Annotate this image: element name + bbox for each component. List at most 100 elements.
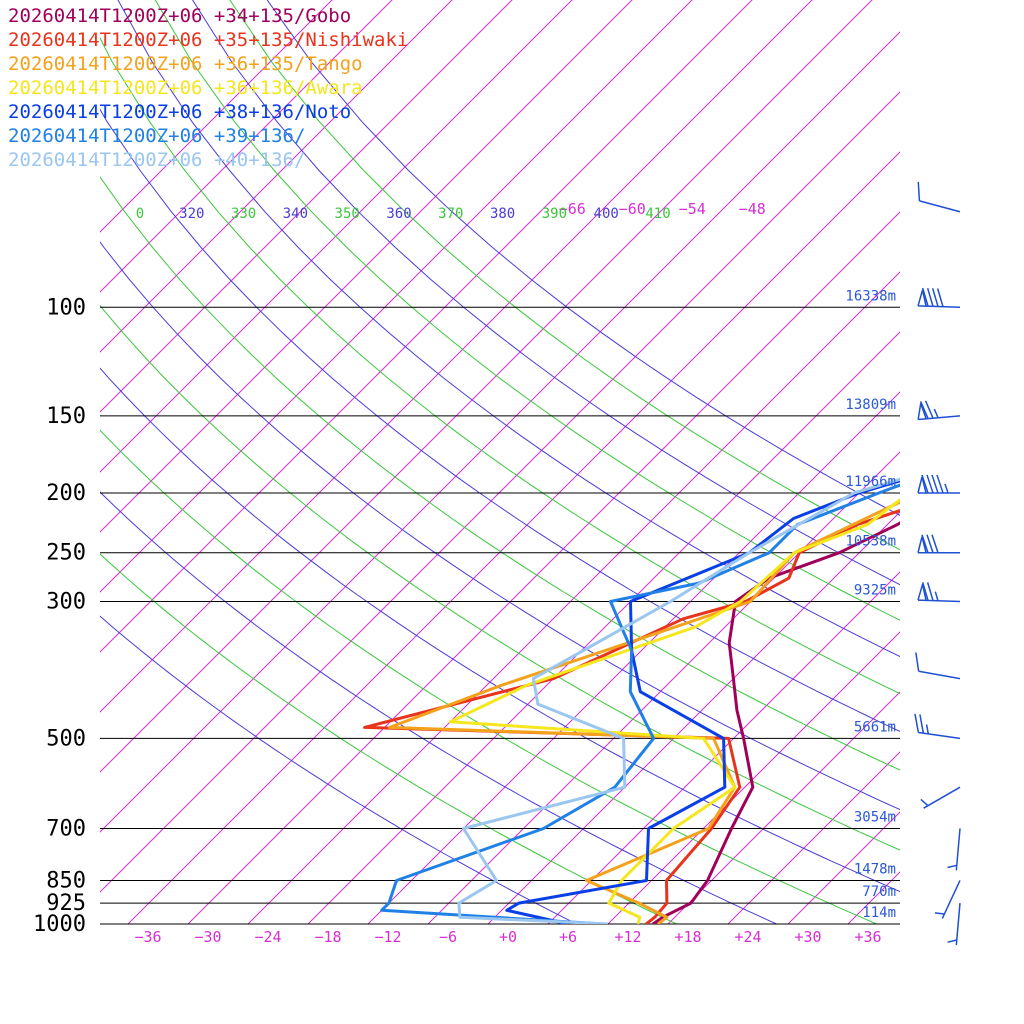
- wind-barb-half: [947, 864, 957, 869]
- legend-entry: 20260414T1200Z+06 +38+136/Noto: [8, 101, 352, 123]
- theta-label: 400: [594, 206, 619, 222]
- isotherm-line: [787, 811, 900, 924]
- isotherm-line: [100, 31, 900, 833]
- wind-barb-staff: [918, 670, 961, 680]
- wind-barb-tick: [936, 288, 944, 307]
- adiabat-line: [100, 615, 578, 924]
- temperature-upper-label: −66: [559, 200, 586, 218]
- wind-barb-flag: [917, 584, 927, 601]
- isotherm-line: [100, 91, 900, 893]
- wind-barb: [934, 880, 961, 919]
- isotherm-line: [307, 331, 900, 924]
- wind-barb-half: [920, 798, 929, 807]
- wind-barb-tick: [926, 287, 934, 307]
- pressure-label: 300: [46, 590, 86, 615]
- wind-barbs: [914, 181, 961, 946]
- temperature-tick-label: −30: [194, 928, 221, 946]
- adiabat-line: [154, 0, 900, 621]
- sounding-line: [363, 509, 900, 924]
- height-label: 11966m: [845, 474, 896, 490]
- axis-labels: 100 16338m 150 13809m 200 11966m 250 10538m 300 9…: [33, 200, 896, 946]
- temperature-tick-label: +12: [614, 928, 641, 946]
- wind-barb: [917, 181, 961, 213]
- isotherm-line: [100, 0, 573, 473]
- wind-barb-staff: [941, 880, 961, 919]
- theta-label: 410: [645, 206, 670, 222]
- sounding-line: [448, 497, 900, 924]
- wind-barb-tick: [931, 474, 939, 494]
- height-label: 5661m: [854, 719, 896, 735]
- temperature-tick-label: −24: [254, 928, 281, 946]
- isotherm-line: [247, 271, 900, 924]
- height-label: 16338m: [845, 288, 896, 304]
- legend-entry: 20260414T1200Z+06 +35+135/Nishiwaki: [8, 29, 409, 51]
- isotherm-line: [427, 451, 900, 924]
- wind-barb-tick: [921, 474, 929, 494]
- isotherm-line: [187, 211, 900, 924]
- wind-barb-flag: [917, 289, 927, 307]
- sounding-line: [457, 477, 900, 924]
- adiabat-line: [266, 0, 900, 516]
- wind-barb-tick: [917, 181, 921, 201]
- temperature-tick-label: +0: [499, 928, 517, 946]
- temperature-upper-label: −60: [619, 200, 646, 218]
- wind-barb-tick: [921, 534, 929, 553]
- temperature-tick-label: +24: [734, 928, 761, 946]
- theta-label: 380: [490, 206, 515, 222]
- height-label: 770m: [862, 884, 896, 900]
- theta-label: 350: [335, 206, 360, 222]
- wind-barb-tick: [915, 652, 920, 672]
- isotherm-line: [100, 0, 813, 713]
- chart-legend: 20260414T1200Z+06 +34+135/Gobo 20260414T1…: [8, 4, 408, 172]
- wind-barb-tick: [924, 400, 934, 419]
- sounding-line: [388, 500, 900, 924]
- wind-barb-tick: [919, 400, 929, 419]
- wind-barb: [917, 582, 961, 603]
- legend-entry: 20260414T1200Z+06 +36+136/Awara: [8, 77, 363, 99]
- temperature-tick-label: +30: [794, 928, 821, 946]
- wind-barb-tick: [926, 582, 934, 601]
- pressure-label: 1000: [33, 912, 86, 937]
- pressure-label: 925: [46, 891, 86, 916]
- isotherm-line: [100, 0, 393, 293]
- wind-barb: [914, 713, 961, 740]
- legend-entry: 20260414T1200Z+06 +34+135/Gobo: [8, 5, 352, 27]
- wind-barb-half: [925, 724, 930, 735]
- temperature-tick-label: −18: [314, 928, 341, 946]
- adiabat-line: [192, 0, 900, 586]
- height-label: 13809m: [845, 397, 896, 413]
- wind-barb-tick: [921, 287, 929, 307]
- adiabat-line: [117, 0, 900, 658]
- isotherm-line: [100, 0, 453, 353]
- adiabat-line: [100, 108, 900, 732]
- theta-label: 320: [179, 206, 204, 222]
- wind-barb: [947, 828, 961, 871]
- wind-barb-half: [947, 939, 957, 943]
- isotherm-line: [100, 0, 753, 653]
- wind-barb-tick: [921, 582, 929, 601]
- adiabat-line: [100, 429, 878, 924]
- isotherm-line: [100, 0, 513, 413]
- adiabat-line: [100, 176, 900, 771]
- sounding-line: [380, 483, 900, 924]
- isotherm-line: [667, 691, 900, 924]
- theta-label: 330: [231, 206, 256, 222]
- wind-barb-half: [934, 591, 939, 601]
- theta-label: 0: [136, 206, 144, 222]
- adiabat-line: [100, 304, 900, 851]
- legend-entry: 20260414T1200Z+06 +36+135/Tango: [8, 53, 363, 75]
- wind-barb: [917, 287, 961, 309]
- wind-barb-staff: [918, 415, 961, 421]
- wind-barb: [947, 903, 961, 946]
- isotherm-line: [100, 0, 333, 233]
- legend-entry: 20260414T1200Z+06 +39+136/: [8, 125, 306, 147]
- legend-entry: 20260414T1200Z+06 +40+136/: [8, 149, 306, 171]
- wind-barb-tick: [931, 534, 939, 553]
- wind-barb-staff: [955, 903, 961, 946]
- adiabat-line: [229, 0, 900, 551]
- wind-barb-staff: [923, 786, 961, 809]
- wind-barb: [917, 400, 961, 421]
- temperature-tick-label: +36: [854, 928, 881, 946]
- wind-barb-staff: [917, 599, 961, 603]
